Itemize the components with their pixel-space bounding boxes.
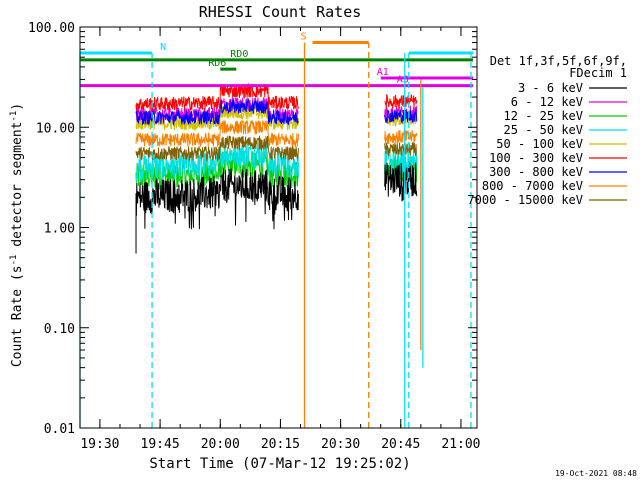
y-axis-label-end: ) [10, 103, 25, 111]
timestamp: 19-Oct-2021 08:48 [555, 469, 637, 478]
x-tick-label: 20:00 [201, 437, 240, 452]
x-tick-label: 19:45 [141, 437, 180, 452]
x-tick-label: 20:30 [321, 437, 360, 452]
flag-label-A1: A1 [377, 67, 389, 78]
y-tick-label: 100.00 [28, 21, 75, 36]
flag-layer: N RD0 RD6 S A1 A3 [80, 32, 473, 88]
legend-header-line2: FDecim 1 [569, 66, 627, 80]
series-line-7000-15000-keV-seg0 [135, 135, 299, 163]
y-axis-label-sup2: -1 [9, 111, 19, 122]
y-tick-label: 10.00 [36, 121, 75, 136]
axes-layer: 0.01 0.10 1.00 10.00 100.00 19:30 19:45 20:00 20… [28, 21, 480, 452]
series-line-3-6-keV-seg1 [384, 161, 418, 202]
series-line-300-800-keV-seg1 [384, 109, 418, 124]
flag-label-S: S [300, 32, 306, 43]
flag-label-RD6: RD6 [208, 58, 226, 69]
series-line-800-7000-keV-seg1 [384, 129, 418, 144]
legend-label: 25 - 50 keV [504, 123, 583, 137]
flag-label-N: N [160, 42, 166, 53]
y-axis-label-sup: -1 [9, 255, 19, 266]
legend-label: 7000 - 15000 keV [467, 193, 583, 207]
x-tick-label: 20:15 [261, 437, 300, 452]
legend: Det 1f,3f,5f,6f,9f, FDecim 1 3 - 6 keV6 … [467, 54, 627, 207]
x-tick-label: 20:45 [381, 437, 420, 452]
series-line-25-50-keV-seg1 [384, 147, 418, 176]
y-tick-label: 0.01 [44, 422, 75, 437]
series-line-100-300-keV-seg0 [135, 82, 299, 112]
plot-frame [79, 26, 478, 429]
legend-label: 3 - 6 keV [518, 81, 583, 95]
series-layer [135, 82, 418, 254]
series-line-12-25-keV-seg0 [135, 151, 299, 190]
series-line-800-7000-keV-seg0 [135, 119, 299, 149]
y-axis-label-mid: detector segment [10, 122, 25, 255]
flag-label-A3: A3 [397, 75, 409, 86]
x-tick-label: 21:00 [441, 437, 480, 452]
legend-label: 12 - 25 keV [504, 109, 583, 123]
y-tick-label: 1.00 [44, 222, 75, 237]
x-tick-label: 19:30 [80, 437, 119, 452]
chart-title: RHESSI Count Rates [199, 3, 362, 21]
legend-label: 800 - 7000 keV [482, 179, 583, 193]
x-axis-label: Start Time (07-Mar-12 19:25:02) [149, 456, 410, 472]
series-line-100-300-keV-seg1 [384, 93, 418, 110]
y-axis-label: Count Rate (s-1 detector segment-1) [9, 103, 25, 367]
legend-label: 300 - 800 keV [489, 165, 583, 179]
y-tick-label: 0.10 [44, 322, 75, 337]
y-axis-label-main: Count Rate (s [10, 265, 25, 367]
series-line-7000-15000-keV-seg1 [384, 141, 418, 157]
legend-header-line1: Det 1f,3f,5f,6f,9f, [490, 54, 627, 68]
flag-label-RD0: RD0 [230, 49, 248, 60]
series-line-3-6-keV-seg0 [135, 168, 299, 230]
series-line-300-800-keV-seg0 [135, 98, 299, 127]
legend-label: 100 - 300 keV [489, 151, 583, 165]
legend-label: 50 - 100 keV [496, 137, 583, 151]
legend-label: 6 - 12 keV [511, 95, 583, 109]
